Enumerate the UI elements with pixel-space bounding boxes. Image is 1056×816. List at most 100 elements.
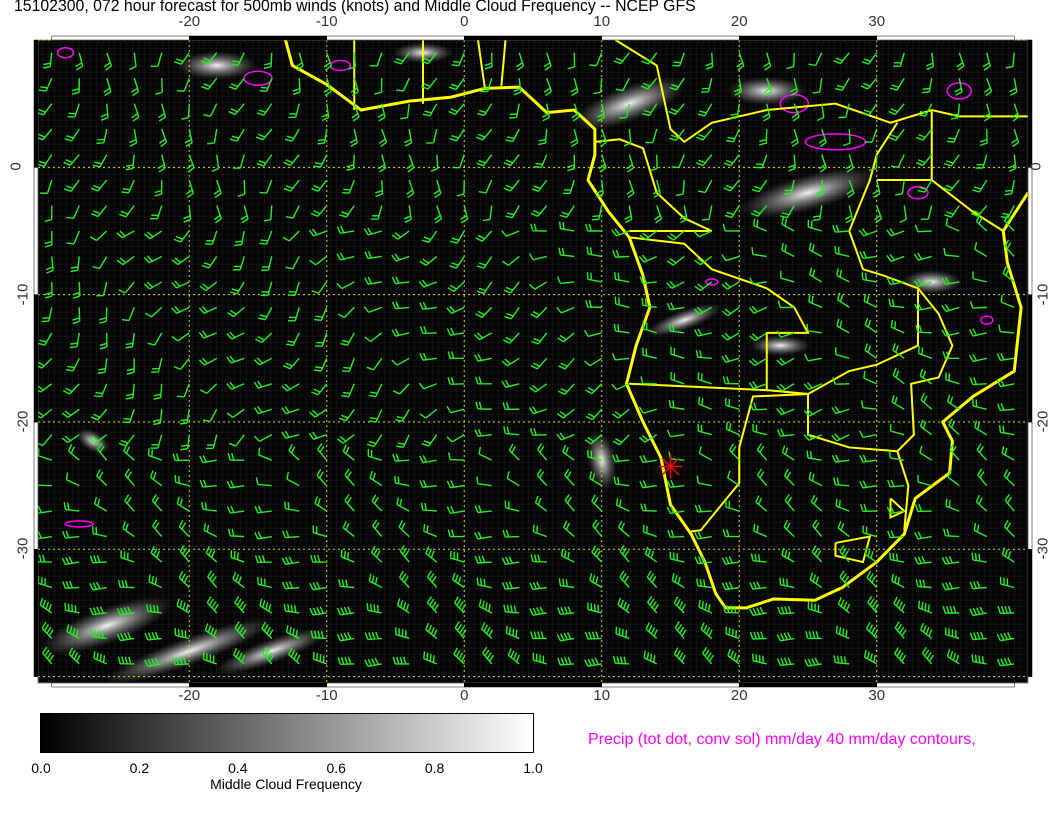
wind-barb [612,249,630,258]
wind-barb [725,421,740,436]
wind-barb [756,468,768,487]
wind-barb [63,502,80,512]
wind-barb [377,103,386,122]
wind-barb [584,657,602,667]
wind-barb [504,306,520,320]
wind-barb [753,523,768,538]
wind-barb [612,408,630,419]
wind-barb [502,529,520,538]
right-lat-label: -10 [1034,283,1052,305]
top-lon-label: 20 [730,13,748,30]
wind-barb [791,103,800,122]
wind-barb [583,329,602,338]
wind-barb [473,332,493,341]
wind-barb [611,383,630,391]
wind-barb [171,255,190,266]
wind-barb [893,596,906,614]
wind-barb [203,103,218,117]
wind-barb [285,625,300,640]
wind-barb [749,631,767,640]
wind-barb [585,223,602,232]
wind-barb [336,225,355,235]
cloud-region [40,596,173,656]
wind-barb [229,128,245,142]
wind-barb [206,596,219,614]
wind-barb [346,154,355,171]
wind-barb [281,430,300,439]
wind-barb [888,103,905,116]
wind-barb [263,205,273,222]
wind-barb [755,495,768,512]
wind-barb [807,219,822,232]
wind-barb [997,605,1015,614]
wind-barb [894,647,907,665]
wind-barb [255,477,272,487]
wind-barb [1004,493,1015,512]
wind-barb [149,470,163,487]
wind-barb [748,357,768,367]
wind-barb [783,468,795,487]
wind-barb [982,52,991,71]
wind-barb [803,408,823,417]
wind-barb [529,606,547,616]
wind-barb [721,581,740,591]
wind-barb [671,573,685,589]
wind-barb [368,408,383,423]
wind-barb [232,256,245,271]
wind-barb [776,383,795,392]
frame-bar [876,35,1015,41]
country-border [896,287,954,452]
wind-barb [295,52,304,71]
wind-barb [366,357,383,371]
wind-barb [364,332,383,342]
wind-barb [173,230,190,243]
wind-barb [475,401,492,410]
wind-barb [950,103,960,120]
wind-barb [226,480,245,489]
wind-barb [282,230,300,242]
wind-barb [784,493,795,512]
wind-barb [835,498,850,512]
wind-barb [584,434,603,445]
wind-barb [972,398,987,410]
wind-barb [807,601,822,614]
wind-barb [1003,214,1015,232]
wind-barb [917,346,932,359]
wind-barb [202,652,217,665]
wind-barb [586,246,602,258]
wind-barb [641,297,657,309]
wind-barb [556,432,575,441]
wind-barb [285,332,300,347]
wind-barb [406,179,415,199]
wind-barb [198,357,218,366]
top-lon-label: -10 [315,13,338,30]
wind-barb [913,278,932,288]
wind-barb [919,368,933,385]
wind-barb [776,428,795,437]
wind-barb [450,550,465,563]
wind-barb [534,495,548,512]
country-border [690,447,741,533]
wind-barb [391,253,410,262]
top-lon-label: 10 [593,13,611,30]
wind-barb [69,332,80,349]
wind-barb [859,430,877,438]
wind-barb [281,556,300,566]
wind-barb [89,555,107,564]
wind-barb [942,351,960,360]
country-border [807,122,919,395]
wind-barb [666,429,685,438]
wind-barb [721,254,740,262]
precip-contour [64,520,94,528]
wind-barb [311,179,328,192]
wind-barb [971,654,987,665]
wind-barb [505,205,520,219]
wind-barb [920,622,933,639]
wind-barb [507,648,520,665]
wind-barb [839,570,850,588]
wind-barb [864,343,878,359]
wind-barb [916,128,933,141]
wind-barb [67,103,80,118]
wind-barb [285,205,300,219]
wind-barb [262,646,275,665]
